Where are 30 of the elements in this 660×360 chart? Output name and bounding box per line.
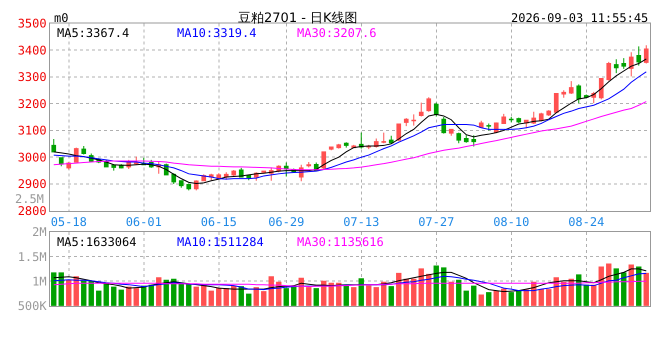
text: MA10:3319.4 xyxy=(177,26,256,40)
text: 2.5M xyxy=(15,192,44,206)
x-tick-label: 05-18 xyxy=(50,215,87,230)
annotation: 2026-09-03 11:55:45 xyxy=(511,11,648,25)
text: MA5:1633064 xyxy=(57,235,136,249)
y-tick-label: 3100 xyxy=(18,124,47,138)
y-tick-label: 500K xyxy=(18,299,48,314)
text: MA10:1511284 xyxy=(177,235,264,249)
y-tick-label: 1.5M xyxy=(18,250,47,264)
x-tick-label: 06-15 xyxy=(200,215,237,230)
y-tick-label: 3300 xyxy=(18,70,47,84)
y-tick-label: 2900 xyxy=(18,177,47,192)
y-tick-label: 2M xyxy=(32,225,47,240)
x-tick-label: 06-01 xyxy=(126,215,162,230)
x-tick-label: 08-10 xyxy=(493,215,530,230)
y-tick-label: 2800 xyxy=(18,204,47,218)
x-tick-label: 07-13 xyxy=(343,215,380,230)
y-tick-label: 3200 xyxy=(18,96,47,111)
text: MA30:3207.6 xyxy=(297,26,376,40)
text: MA5:3367.4 xyxy=(57,26,130,40)
y-tick-label: 3000 xyxy=(18,150,47,164)
y-tick-label: 3500 xyxy=(18,16,47,31)
text: MA30:1135616 xyxy=(297,235,384,249)
x-tick-label: 08-24 xyxy=(568,215,604,230)
annotation: m0 xyxy=(54,11,68,25)
chart-title: 豆粕2701 - 日K线图 xyxy=(238,11,358,26)
x-tick-label: 06-29 xyxy=(268,215,304,230)
y-tick-label: 3400 xyxy=(18,43,47,58)
y-tick-label: 1M xyxy=(32,274,47,288)
x-tick-label: 07-27 xyxy=(418,215,454,230)
